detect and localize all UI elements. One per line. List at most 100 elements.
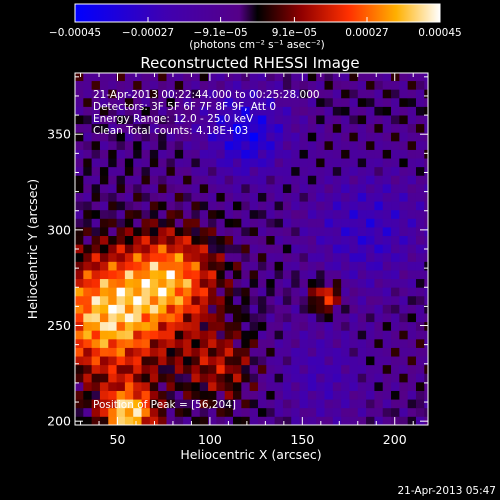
heatmap-cell xyxy=(266,97,276,107)
heatmap-cell xyxy=(141,201,151,211)
annotation-peak-position: Position of Peak = [56,204] xyxy=(93,399,236,411)
heatmap-cell xyxy=(415,218,425,228)
heatmap-cell xyxy=(174,399,184,409)
heatmap-cell xyxy=(266,295,276,305)
heatmap-cell xyxy=(99,73,109,82)
heatmap-cell xyxy=(415,373,425,383)
heatmap-cell xyxy=(257,244,267,254)
heatmap-cell xyxy=(91,373,101,383)
heatmap-cell xyxy=(374,227,384,237)
heatmap-cell xyxy=(415,123,425,133)
heatmap-cell xyxy=(316,244,325,254)
heatmap-cell xyxy=(75,364,84,374)
heatmap-cell xyxy=(241,218,251,228)
heatmap-cell xyxy=(124,287,134,297)
heatmap-cell xyxy=(299,313,309,323)
heatmap-cell xyxy=(208,373,217,383)
heatmap-cell xyxy=(174,356,184,366)
heatmap-cell xyxy=(316,416,325,426)
heatmap-cell xyxy=(391,175,400,185)
heatmap-cell xyxy=(424,252,429,262)
heatmap-cell xyxy=(166,183,176,193)
annotation-time-range: 21-Apr-2013 00:22:44.000 to 00:25:28.000 xyxy=(93,89,320,101)
heatmap-cell xyxy=(399,399,409,409)
heatmap-cell xyxy=(149,330,159,340)
heatmap-cell xyxy=(141,123,151,133)
heatmap-cell xyxy=(124,252,134,262)
heatmap-cell xyxy=(183,115,192,125)
heatmap-cell xyxy=(399,304,409,314)
heatmap-cell xyxy=(307,80,317,90)
heatmap-cell xyxy=(316,123,325,133)
heatmap-cell xyxy=(116,407,126,417)
colorbar-unit-label: (photons cm⁻² s⁻¹ asec⁻²) xyxy=(189,39,324,51)
heatmap-cell xyxy=(183,80,192,90)
heatmap-cell xyxy=(99,287,109,297)
heatmap-cell xyxy=(257,364,267,374)
heatmap-cell xyxy=(75,89,84,99)
heatmap-cell xyxy=(124,201,134,211)
heatmap-cell xyxy=(149,73,159,82)
heatmap-cell xyxy=(158,89,167,99)
heatmap-cell xyxy=(274,313,284,323)
heatmap-cell xyxy=(341,356,350,366)
heatmap-cell xyxy=(415,244,425,254)
heatmap-cell xyxy=(307,97,317,107)
heatmap-cell xyxy=(191,321,201,331)
heatmap-cell xyxy=(99,218,109,228)
heatmap-cell xyxy=(183,252,192,262)
heatmap-cell xyxy=(133,106,142,116)
heatmap-cell xyxy=(307,123,317,133)
heatmap-cell xyxy=(99,149,109,159)
heatmap-cell xyxy=(141,399,151,409)
heatmap-cell xyxy=(299,287,309,297)
heatmap-cell xyxy=(291,209,300,219)
heatmap-cell xyxy=(324,97,334,107)
heatmap-cell xyxy=(257,270,267,280)
heatmap-cell xyxy=(357,209,367,219)
heatmap-cell xyxy=(316,201,325,211)
heatmap-cell xyxy=(116,313,126,323)
heatmap-cell xyxy=(299,175,309,185)
heatmap-cell xyxy=(116,287,126,297)
heatmap-cell xyxy=(174,227,184,237)
heatmap-cell xyxy=(374,175,384,185)
heatmap-cell xyxy=(291,140,300,150)
heatmap-cell xyxy=(124,175,134,185)
heatmap-cell xyxy=(391,244,400,254)
heatmap-cell xyxy=(208,89,217,99)
heatmap-cell xyxy=(241,175,251,185)
heatmap-cell xyxy=(249,140,259,150)
heatmap-cell xyxy=(357,166,367,176)
heatmap-cell xyxy=(191,278,201,288)
heatmap-cell xyxy=(282,278,292,288)
heatmap-cell xyxy=(158,115,167,125)
heatmap-cell xyxy=(349,304,359,314)
heatmap-cell xyxy=(108,407,117,417)
heatmap-cell xyxy=(241,192,251,202)
heatmap-cell xyxy=(208,295,217,305)
x-axis-label: Heliocentric X (arcsec) xyxy=(180,447,321,462)
heatmap-cell xyxy=(407,295,417,305)
heatmap-cell xyxy=(291,390,300,400)
heatmap-cell xyxy=(241,304,251,314)
heatmap-cell xyxy=(191,270,201,280)
heatmap-cell xyxy=(116,321,126,331)
heatmap-cell xyxy=(249,381,259,391)
heatmap-cell xyxy=(274,183,284,193)
heatmap-cell xyxy=(299,235,309,245)
heatmap-cell xyxy=(141,149,151,159)
heatmap-cell xyxy=(274,218,284,228)
heatmap-cell xyxy=(91,73,101,82)
heatmap-cell xyxy=(391,192,400,202)
heatmap-cell xyxy=(158,364,167,374)
heatmap-cell xyxy=(99,364,109,374)
heatmap-cell xyxy=(415,235,425,245)
heatmap-cell xyxy=(241,347,251,357)
heatmap-cell xyxy=(407,278,417,288)
heatmap-cell xyxy=(191,338,201,348)
heatmap-cell xyxy=(183,399,192,409)
heatmap-cell xyxy=(391,356,400,366)
heatmap-cell xyxy=(216,80,226,90)
